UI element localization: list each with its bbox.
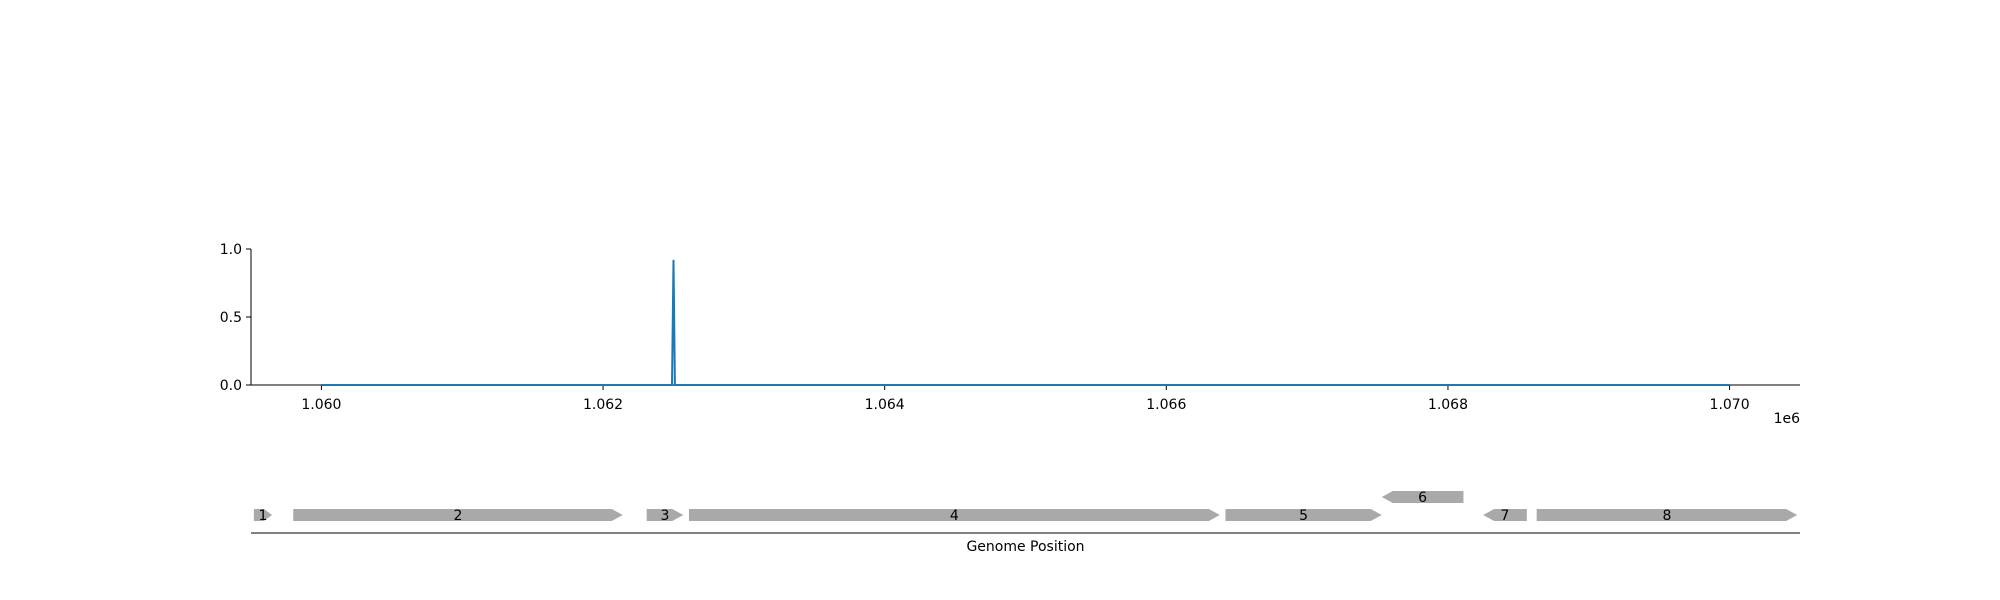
- x-offset-label: 1e6: [1774, 411, 1801, 427]
- y-tick-label: 1.0: [220, 242, 242, 258]
- gene-label: 4: [950, 508, 959, 524]
- x-tick-label: 1.064: [865, 397, 905, 413]
- gene-label: 1: [259, 508, 268, 524]
- gene-arrow: [253, 509, 273, 521]
- x-tick-label: 1.066: [1146, 397, 1186, 413]
- gene-arrow: [1483, 509, 1527, 521]
- y-tick-label: 0.0: [220, 378, 242, 394]
- signal-plot: 0.0 0.5 1.0 1.060 1.062 1.064 1.066 1.068 1.070 1…: [220, 242, 1800, 427]
- gene-label: 3: [661, 508, 670, 524]
- gene-label: 6: [1418, 490, 1427, 506]
- gene-label: 7: [1501, 508, 1510, 524]
- gene-label: 5: [1299, 508, 1308, 524]
- gene-label: 2: [454, 508, 463, 524]
- gene-arrow: [293, 509, 623, 521]
- gene-arrow: [646, 509, 684, 521]
- gene-arrow: [1536, 509, 1798, 521]
- gene-arrow: [1381, 491, 1464, 503]
- gene-track: 1 2 3 4 5 6 7 8: [251, 490, 1800, 534]
- x-tick-label: 1.062: [583, 397, 623, 413]
- signal-series-line: [321, 259, 1730, 386]
- gene-label: 8: [1662, 508, 1671, 524]
- x-axis-label: Genome Position: [966, 539, 1084, 555]
- gene-arrow: [1225, 509, 1382, 521]
- x-tick-label: 1.060: [301, 397, 341, 413]
- x-tick-label: 1.070: [1710, 397, 1750, 413]
- gene-arrow: [688, 509, 1220, 521]
- y-tick-label: 0.5: [220, 310, 242, 326]
- x-tick-label: 1.068: [1428, 397, 1468, 413]
